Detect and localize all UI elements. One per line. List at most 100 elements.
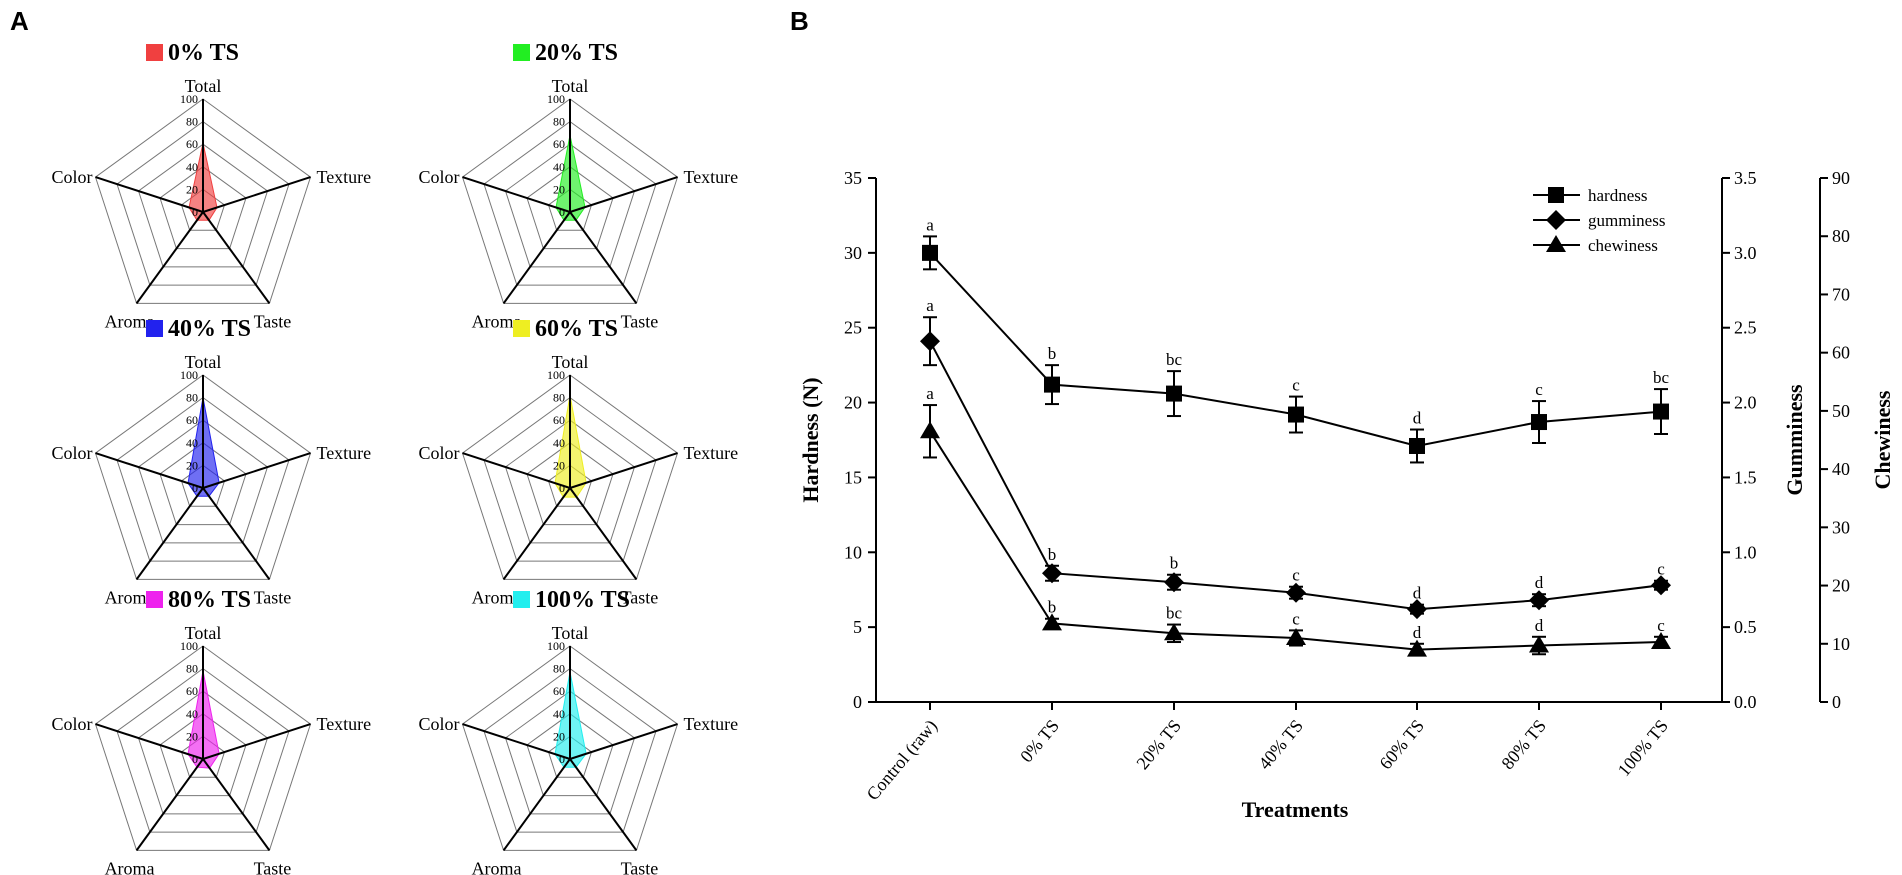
hardness-tick-label: 10 bbox=[844, 542, 862, 562]
gumminess-tick-label: 1.0 bbox=[1734, 542, 1757, 562]
chewiness-tick-label: 40 bbox=[1832, 459, 1850, 479]
chewiness-tick-label: 60 bbox=[1832, 343, 1850, 363]
radar-chart-0: 0% TS Total Texture Taste Aroma Color 0 20 40 60 8… bbox=[52, 40, 372, 331]
x-tick-label: 60% TS bbox=[1375, 716, 1428, 773]
legend-swatch bbox=[513, 44, 530, 61]
radar-tick-label: 100 bbox=[547, 368, 565, 382]
radar-tick-label: 60 bbox=[186, 137, 198, 151]
radar-tick-label: 20 bbox=[553, 458, 565, 472]
hardness-significance-letter: d bbox=[1413, 409, 1422, 428]
x-axis-title: Treatments bbox=[1242, 797, 1349, 822]
hardness-point bbox=[1288, 406, 1304, 423]
radar-axis-label-texture: Texture bbox=[316, 443, 371, 463]
legend-marker-hardness bbox=[1548, 187, 1564, 203]
legend-swatch bbox=[146, 44, 163, 61]
hardness-point bbox=[922, 244, 938, 261]
radar-spoke bbox=[135, 487, 204, 580]
radar-axis-label-texture: Texture bbox=[316, 714, 371, 734]
radar-tick-label: 40 bbox=[553, 707, 565, 721]
panel-a-label: A bbox=[10, 6, 29, 36]
legend-swatch bbox=[513, 320, 530, 337]
radar-axis-label-taste: Taste bbox=[621, 587, 659, 607]
gumminess-point bbox=[1042, 563, 1062, 584]
radar-tick-label: 20 bbox=[553, 182, 565, 196]
radar-spoke bbox=[462, 176, 571, 213]
hardness-significance-letter: b bbox=[1048, 344, 1057, 363]
gumminess-tick-label: 0.5 bbox=[1734, 617, 1757, 637]
chewiness-significance-letter: a bbox=[926, 384, 934, 403]
radar-tick-label: 60 bbox=[186, 684, 198, 698]
x-tick-label: 40% TS bbox=[1254, 716, 1307, 773]
radar-spoke bbox=[569, 758, 638, 851]
gumminess-point bbox=[920, 331, 940, 352]
radar-title: 20% TS bbox=[535, 40, 618, 66]
x-tick-label: 100% TS bbox=[1614, 716, 1673, 780]
radar-spoke bbox=[135, 758, 204, 851]
radar-grid-ring bbox=[137, 143, 269, 268]
radar-title: 40% TS bbox=[168, 316, 251, 342]
series-chewiness: ab bc cd d c bbox=[920, 384, 1671, 657]
radar-grid-ring bbox=[159, 166, 247, 250]
radar-axis-label-color: Color bbox=[419, 443, 460, 463]
radar-tick-label: 80 bbox=[553, 115, 565, 129]
radar-grid-ring bbox=[547, 735, 593, 778]
chewiness-point bbox=[1286, 627, 1306, 645]
radar-tick-label: 100 bbox=[180, 92, 198, 106]
hardness-significance-letter: bc bbox=[1653, 368, 1670, 387]
radar-tick-label: 20 bbox=[186, 182, 198, 196]
gumminess-point bbox=[1529, 590, 1549, 611]
chewiness-tick-label: 10 bbox=[1832, 634, 1850, 654]
radar-title: 0% TS bbox=[168, 40, 239, 66]
radar-axis-label-texture: Texture bbox=[683, 167, 738, 187]
hardness-significance-letter: c bbox=[1292, 376, 1300, 395]
radar-axis-label-total: Total bbox=[185, 76, 222, 96]
chewiness-tick-label: 70 bbox=[1832, 284, 1850, 304]
hardness-tick-label: 25 bbox=[844, 318, 862, 338]
radar-tick-label: 100 bbox=[547, 639, 565, 653]
chewiness-point bbox=[1164, 623, 1184, 641]
hardness-tick-label: 30 bbox=[844, 243, 862, 263]
radar-axis-label-texture: Texture bbox=[683, 714, 738, 734]
legend-swatch bbox=[146, 320, 163, 337]
hardness-axis-title: Hardness (N) bbox=[798, 377, 823, 502]
radar-spoke bbox=[569, 176, 678, 213]
chewiness-tick-label: 20 bbox=[1832, 576, 1850, 596]
gumminess-axis-title: Gumminess bbox=[1782, 384, 1807, 496]
x-tick-label: 20% TS bbox=[1132, 716, 1185, 773]
gumminess-tick-label: 1.5 bbox=[1734, 467, 1757, 487]
radar-grid-ring bbox=[504, 419, 636, 544]
radar-grid-ring bbox=[504, 690, 636, 815]
legend-marker-chewiness bbox=[1546, 235, 1566, 252]
hardness-point bbox=[1653, 403, 1669, 420]
panel-b-label: B bbox=[790, 6, 809, 36]
hardness-point bbox=[1531, 414, 1547, 431]
radar-tick-label: 20 bbox=[186, 458, 198, 472]
radar-grid-ring bbox=[137, 419, 269, 544]
legend-marker-gumminess bbox=[1546, 210, 1566, 230]
hardness-significance-letter: bc bbox=[1166, 350, 1183, 369]
radar-axis-label-total: Total bbox=[185, 352, 222, 372]
radar-axis-label-taste: Taste bbox=[254, 587, 292, 607]
radar-tick-label: 20 bbox=[186, 729, 198, 743]
gumminess-significance-letter: b bbox=[1048, 545, 1057, 564]
radar-grid-ring bbox=[116, 396, 290, 562]
radar-grid-ring bbox=[461, 374, 679, 580]
radar-spoke bbox=[569, 487, 638, 580]
radar-spoke bbox=[462, 452, 571, 489]
radar-axis-label-texture: Texture bbox=[683, 443, 738, 463]
chewiness-tick-label: 0 bbox=[1832, 692, 1841, 712]
legend: hardness gumminess chewiness bbox=[1533, 186, 1665, 255]
hardness-tick-label: 15 bbox=[844, 467, 862, 487]
radar-spoke bbox=[462, 723, 571, 760]
chewiness-significance-letter: bc bbox=[1166, 604, 1183, 623]
hardness-point bbox=[1409, 437, 1425, 454]
radar-spoke bbox=[569, 211, 638, 304]
gumminess-significance-letter: b bbox=[1170, 554, 1179, 573]
radar-grid-ring bbox=[180, 735, 226, 778]
radar-axis-label-aroma: Aroma bbox=[105, 311, 155, 331]
chewiness-axis-title: Chewiness bbox=[1870, 390, 1895, 489]
radar-chart-4: 80% TS Total Texture Taste Aroma Color 0 20 40 60… bbox=[52, 587, 372, 875]
radar-spoke bbox=[95, 452, 204, 489]
gumminess-tick-label: 3.5 bbox=[1734, 168, 1757, 188]
radar-tick-label: 40 bbox=[553, 436, 565, 450]
